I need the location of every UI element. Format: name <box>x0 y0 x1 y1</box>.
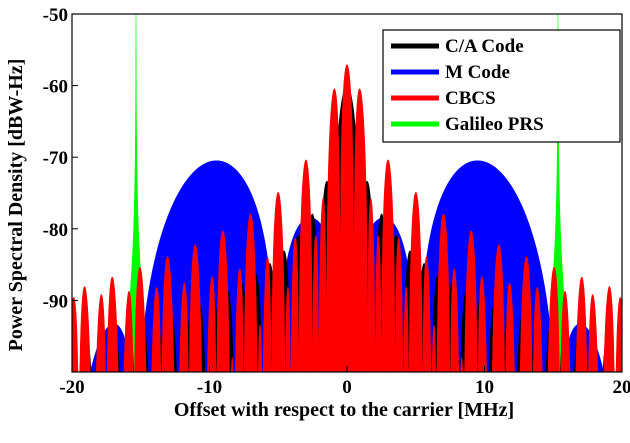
x-tick-label: -20 <box>59 377 84 398</box>
legend: C/A Code M Code CBCS Galileo PRS <box>383 30 620 142</box>
x-tick-label: 0 <box>342 377 352 398</box>
legend-label-cbcs: CBCS <box>445 88 496 109</box>
x-tick-label: 20 <box>613 377 630 398</box>
y-tick-label: -70 <box>43 148 68 169</box>
y-tick-label: -90 <box>43 291 68 312</box>
y-axis-label: Power Spectral Density [dBW-Hz] <box>5 59 27 352</box>
y-tick-label: -50 <box>43 5 68 26</box>
legend-label-m-code: M Code <box>445 62 510 83</box>
x-tick-label: 10 <box>475 377 494 398</box>
y-tick-label: -80 <box>43 220 68 241</box>
y-tick-label: -60 <box>43 77 68 98</box>
x-tick-label: -10 <box>197 377 222 398</box>
legend-label-ca-code: C/A Code <box>445 36 524 57</box>
x-axis-label: Offset with respect to the carrier [MHz] <box>174 399 514 421</box>
legend-label-galileo-prs: Galileo PRS <box>445 114 544 135</box>
